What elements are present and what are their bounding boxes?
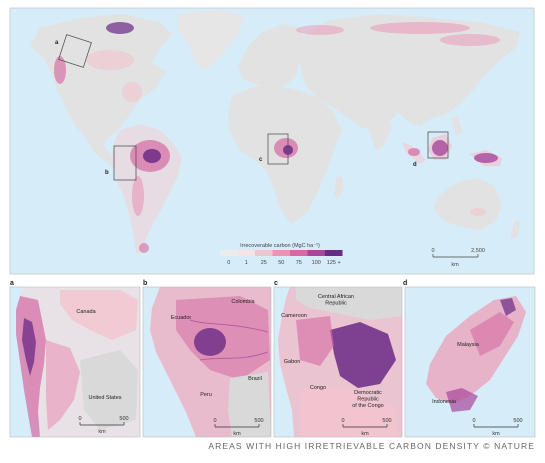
panel-c-scale-unit: km: [361, 431, 369, 437]
main-scale-unit: km: [451, 262, 459, 268]
legend-swatch-2: [255, 250, 273, 256]
inset-box-b: b: [105, 145, 137, 181]
panel-c-scale-bar: 0 500 km: [341, 418, 391, 437]
panel-c-letter: c: [274, 280, 278, 287]
panel-labels: Canada United States Colombia Ecuador Brazil…: [76, 294, 479, 409]
legend-tick-2: 25: [261, 260, 267, 266]
landmass-new-zealand: [510, 220, 520, 240]
legend-swatch-1: [237, 250, 255, 256]
landmass-north-america: [30, 14, 172, 152]
panel-a-scale-unit: km: [98, 429, 106, 435]
panel-b-label-1: Ecuador: [171, 315, 192, 321]
legend-tick-4: 75: [296, 260, 302, 266]
panel-a-frame: [9, 286, 141, 438]
inset-box-a: a: [55, 34, 92, 68]
inset-letter-c: c: [259, 157, 263, 163]
landmass-madagascar: [334, 176, 344, 200]
inset-box-d: d: [413, 131, 449, 168]
panel-d-scale-start: 0: [472, 418, 475, 424]
carbon-hotspots: [54, 22, 500, 253]
panel-b-frame: [142, 286, 272, 438]
panel-a-label-0: Canada: [76, 309, 96, 315]
panel-b-label-3: Peru: [200, 392, 212, 398]
panel-b-label-2: Brazil: [248, 376, 262, 382]
panel-c-label-2: Gabon: [284, 359, 301, 365]
main-scale-start: 0: [431, 248, 434, 254]
panel-b-letter: b: [143, 280, 148, 287]
panel-d-frame: [404, 286, 536, 438]
panel-c-scale-start: 0: [341, 418, 344, 424]
panel-b: [142, 286, 272, 438]
inset-letter-a: a: [55, 40, 59, 46]
panel-c-frame: [273, 286, 403, 438]
panel-b-scale-unit: km: [233, 431, 241, 437]
panel-c-label-4: Democratic Republic of the Congo: [352, 390, 384, 409]
panel-scale-bars: 0 500 km 0 500 km 0 500 km 0 500 km: [78, 416, 522, 437]
panel-c-congo-basin: [330, 322, 396, 388]
panel-c-label-1: Cameroon: [281, 313, 307, 319]
legend-tick-1: 1: [245, 260, 248, 266]
panel-b-label-0: Colombia: [231, 299, 255, 305]
panel-c-label-3: Congo: [310, 385, 326, 391]
world-map-frame: [9, 7, 535, 275]
figure-caption: Areas with high irretrievable carbon den…: [208, 441, 535, 451]
legend-swatch-3: [272, 250, 290, 256]
panel-d-label-0: Malaysia: [457, 342, 480, 348]
legend-swatch-4: [290, 250, 308, 256]
legend-swatches: [220, 250, 343, 256]
inset-letter-b: b: [105, 170, 109, 176]
legend-tick-0: 0: [227, 260, 230, 266]
panel-a-scale-bar: 0 500 km: [78, 416, 128, 435]
panel-d-scale-end: 500: [513, 418, 522, 424]
legend-swatch-5: [307, 250, 325, 256]
main-scale-end: 2,500: [471, 248, 485, 254]
legend-swatch-6: [325, 250, 343, 256]
main-scale-bar: 0 2,500 km: [431, 248, 484, 268]
legend-tick-5: 100: [312, 260, 321, 266]
panel-a-scale-end: 500: [119, 416, 128, 422]
legend-tick-6: 125 +: [327, 260, 341, 266]
legend: Irrecoverable carbon (MgC ha⁻¹) 0 1 25 50 75…: [220, 243, 343, 266]
landmass-europe: [238, 24, 306, 90]
legend-tick-3: 50: [278, 260, 284, 266]
inset-letter-d: d: [413, 162, 417, 168]
legend-title: Irrecoverable carbon (MgC ha⁻¹): [240, 243, 320, 249]
landmass-philippines: [452, 116, 462, 136]
panel-a: [9, 286, 141, 438]
panel-c: [273, 286, 403, 438]
panel-c-scale-end: 500: [382, 418, 391, 424]
panel-b-scale-bar: 0 500 km: [213, 418, 263, 437]
panel-d: [404, 286, 536, 438]
panel-d-label-1: Indonesia: [432, 399, 457, 405]
panel-d-scale-unit: km: [492, 431, 500, 437]
landmass-australia: [434, 178, 502, 230]
panel-b-scale-end: 500: [254, 418, 263, 424]
inset-box-c: c: [259, 133, 289, 165]
panel-d-letter: d: [403, 280, 408, 287]
panel-d-scale-bar: 0 500 km: [472, 418, 522, 437]
panel-a-label-1: United States: [88, 395, 121, 401]
legend-swatch-0: [220, 250, 238, 256]
panel-c-label-0: Central African Republic: [318, 294, 354, 307]
panel-b-scale-start: 0: [213, 418, 216, 424]
landmass-greenland: [178, 10, 244, 70]
panel-a-scale-start: 0: [78, 416, 81, 422]
landmass-india: [366, 110, 392, 150]
panel-a-letter: a: [10, 280, 14, 287]
legend-ticks: 0 1 25 50 75 100 125 +: [227, 260, 340, 266]
world-map: a b c d Irrecoverable carbon (MgC ha⁻¹) …: [10, 8, 534, 274]
landmass-japan: [468, 62, 482, 90]
